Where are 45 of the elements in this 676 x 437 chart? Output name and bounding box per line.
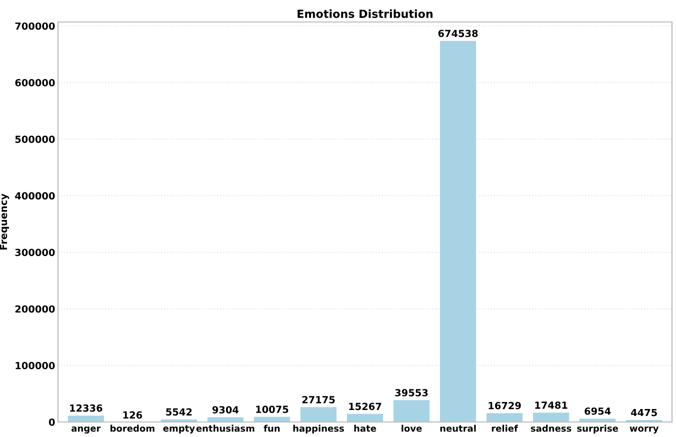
- bar: [299, 406, 338, 422]
- y-tick-label: 100000: [16, 362, 55, 370]
- y-tick-label: 400000: [15, 192, 55, 200]
- y-tick-label: 0: [48, 418, 55, 426]
- data-label: 5542: [166, 408, 192, 416]
- x-tick-label: sadness: [530, 424, 572, 432]
- x-tick-label: worry: [630, 426, 659, 434]
- data-label: 674538: [438, 30, 478, 38]
- bar: [485, 412, 524, 422]
- y-tick-label: 700000: [15, 22, 55, 30]
- y-tick-label: 500000: [15, 136, 55, 143]
- x-tick-label: fun: [264, 424, 280, 432]
- x-tick-label: neutral: [440, 424, 476, 432]
- data-label: 27175: [302, 396, 335, 404]
- data-label: 15267: [349, 402, 382, 410]
- y-tick-label: 200000: [15, 305, 55, 313]
- data-label: 39553: [395, 388, 428, 396]
- y-tick-label: 600000: [15, 79, 55, 86]
- bar: [438, 40, 478, 422]
- data-label: 12336: [70, 404, 102, 412]
- bar: [252, 416, 292, 422]
- bar: [346, 412, 384, 422]
- chart-title: Emotions Distribution: [298, 9, 432, 18]
- x-tick-label: empty: [163, 425, 195, 434]
- x-tick-label: relief: [492, 424, 518, 432]
- bar: [206, 416, 245, 422]
- data-label: 6954: [584, 407, 611, 415]
- data-label: 16729: [488, 402, 521, 410]
- data-label: 10075: [256, 406, 288, 414]
- bar: [66, 414, 106, 422]
- x-tick-label: anger: [72, 426, 101, 434]
- bar: [392, 399, 431, 422]
- x-tick-label: boredom: [110, 424, 154, 432]
- x-tick-label: happiness: [293, 424, 344, 434]
- data-label: 17481: [535, 401, 568, 409]
- y-axis-title: Frequency: [0, 194, 10, 250]
- x-tick-label: enthusiasm: [196, 424, 254, 432]
- y-tick-label: 300000: [15, 248, 55, 256]
- x-tick-label: hate: [354, 424, 376, 432]
- x-tick-label: surprise: [577, 424, 618, 434]
- data-label: 126: [123, 411, 142, 419]
- data-label: 4475: [631, 408, 657, 416]
- data-label: 9304: [212, 406, 239, 414]
- x-tick-label: love: [402, 424, 422, 432]
- bar: [532, 412, 570, 422]
